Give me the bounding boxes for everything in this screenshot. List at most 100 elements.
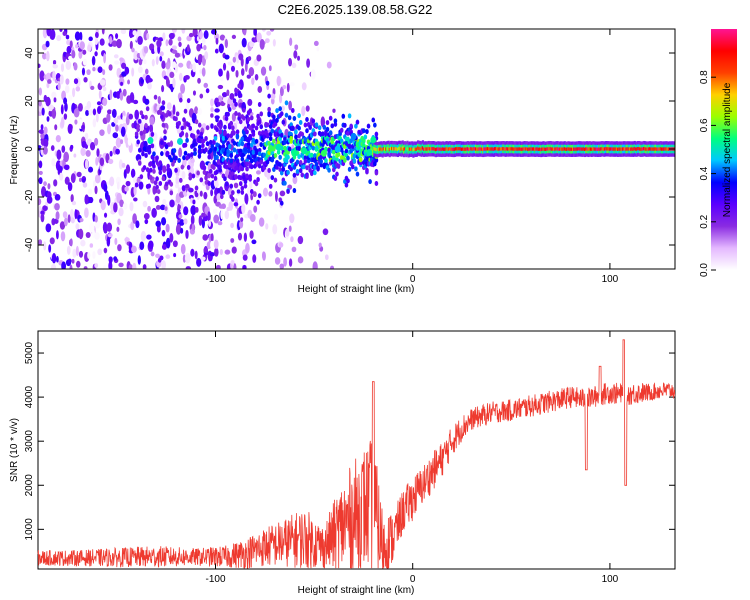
spectrogram-cell — [286, 188, 290, 194]
spectrogram-cell — [380, 147, 383, 151]
spectrogram-cell — [543, 147, 546, 151]
spectrogram-cell — [177, 36, 182, 42]
spectrogram-cell — [320, 116, 326, 128]
spectrogram-cell — [514, 147, 517, 151]
spectrogram-cell — [137, 160, 142, 166]
spectrogram-cell — [472, 147, 475, 151]
spectrogram-cell — [506, 147, 510, 151]
spectrogram-cell — [619, 147, 622, 151]
spectrogram-cell — [462, 147, 465, 151]
spectrogram-cell — [567, 147, 570, 151]
spectrogram-cell — [572, 147, 575, 151]
spectrogram-cell — [156, 225, 161, 233]
spectrogram-cell — [43, 181, 47, 187]
spectrogram-cell — [231, 196, 235, 202]
spectrogram-cell — [224, 116, 229, 122]
spectrogram-cell — [208, 168, 213, 174]
spectrogram-cell — [653, 147, 656, 151]
spectrogram-cell — [661, 147, 665, 151]
spectrogram-cell — [197, 122, 202, 128]
spectrogram-cell — [67, 123, 73, 135]
spectrogram-cell — [146, 32, 150, 40]
spectrogram-cell — [180, 243, 186, 255]
spectrogram-cell — [411, 147, 414, 151]
spectrogram-cell — [61, 145, 66, 153]
y-tick-label: 0 — [24, 146, 35, 152]
spectrogram-cell — [460, 147, 464, 151]
spectrogram-cell — [75, 260, 81, 268]
spectrogram-cell — [480, 147, 484, 151]
spectrogram-cell — [408, 147, 411, 151]
spectrogram-cell — [298, 159, 303, 165]
spectrogram-cell — [437, 147, 440, 151]
spectrogram-cell — [216, 188, 221, 194]
spectrogram-cell — [236, 189, 241, 194]
spectrogram-cell — [654, 147, 658, 151]
spectrogram-cell — [511, 147, 514, 151]
spectrogram-cell — [477, 147, 480, 151]
spectrogram-cell — [144, 98, 150, 105]
spectrogram-cell — [192, 199, 196, 205]
spectrogram-cell — [247, 98, 253, 107]
spectrogram-cell — [177, 158, 182, 164]
spectrogram-cell — [56, 35, 62, 42]
spectrogram-cell — [238, 181, 243, 187]
spectrogram-cell — [257, 119, 262, 125]
spectrogram-cell — [333, 121, 338, 127]
spectrogram-cell — [305, 165, 309, 171]
spectrogram-cell — [435, 147, 439, 151]
spectrogram-cell — [203, 82, 209, 88]
spectrogram-cell — [343, 157, 347, 163]
spectrogram-cell — [376, 147, 380, 152]
spectrogram-cell — [313, 40, 319, 46]
spectrogram-cell — [373, 122, 377, 128]
spectrogram-cell — [107, 194, 111, 206]
spectrogram-cell — [80, 239, 86, 247]
spectrogram-cell — [179, 219, 185, 226]
spectrogram-cell — [230, 222, 234, 229]
spectrogram-cell — [319, 162, 323, 168]
spectrogram-cell — [197, 53, 203, 63]
spectrogram-cell — [133, 197, 138, 202]
spectrogram-cell — [335, 156, 339, 162]
spectrogram-cell — [589, 147, 593, 151]
spectrogram-cell — [169, 181, 174, 187]
spectrogram-cell — [102, 86, 107, 92]
spectrogram-cell — [164, 206, 168, 211]
spectrogram-cell — [155, 176, 159, 182]
spectrogram-cell — [133, 99, 139, 105]
spectrogram-cell — [537, 147, 540, 151]
spectrogram-cell — [210, 189, 214, 197]
spectrogram-cell — [516, 147, 519, 151]
spectrogram-cell — [174, 116, 178, 122]
spectrogram-cell — [249, 40, 255, 48]
spectrogram-cell — [103, 52, 106, 64]
spectrogram-cell — [256, 54, 262, 62]
spectrogram-cell — [541, 147, 544, 151]
spectrogram-cell — [248, 180, 253, 189]
spectrogram-cell — [125, 180, 131, 187]
spectrogram-cell — [226, 152, 230, 158]
spectrogram-cell — [122, 202, 128, 210]
spectrogram-cell — [97, 248, 103, 256]
spectrogram-cell — [314, 122, 319, 128]
spectrogram-cell — [630, 147, 633, 151]
spectrogram-cell — [625, 147, 628, 151]
spectrogram-cell — [220, 75, 224, 82]
spectrogram-cell — [75, 223, 80, 230]
spectrogram-cell — [88, 36, 93, 42]
spectrogram-cell — [518, 147, 522, 151]
spectrogram-cell — [292, 175, 298, 185]
spectrogram-cell — [347, 113, 352, 119]
spectrogram-cell — [202, 165, 207, 171]
spectrogram-cell — [412, 148, 415, 152]
spectrogram-cell — [234, 101, 238, 107]
spectrogram-cell — [247, 56, 252, 61]
spectrogram-cell — [512, 147, 516, 151]
spectrogram-cell — [186, 164, 191, 170]
spectrogram-cell — [144, 123, 148, 129]
spectrogram-cell — [268, 136, 273, 142]
spectrogram-cell — [103, 183, 108, 192]
spectrogram-cell — [450, 147, 453, 151]
